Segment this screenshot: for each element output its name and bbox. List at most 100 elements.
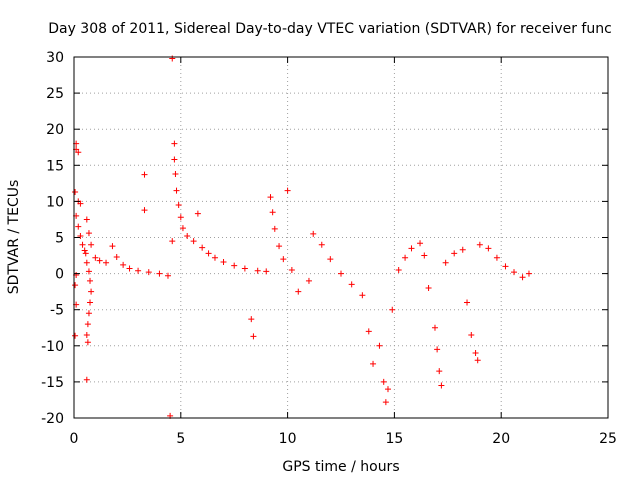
data-point — [280, 256, 287, 263]
data-point — [295, 288, 302, 295]
data-point — [113, 253, 120, 260]
data-point — [169, 238, 176, 245]
data-point — [485, 245, 492, 252]
data-point — [231, 262, 238, 269]
data-point — [384, 386, 391, 393]
x-tick-label: 15 — [385, 431, 403, 447]
data-point — [141, 171, 148, 178]
data-point — [92, 254, 99, 261]
data-point — [171, 140, 178, 147]
data-point — [395, 266, 402, 273]
data-point — [184, 233, 191, 240]
data-point — [370, 360, 377, 367]
data-point — [431, 324, 438, 331]
data-point — [199, 244, 206, 251]
data-point — [179, 225, 186, 232]
data-point — [72, 189, 79, 196]
data-point — [164, 272, 171, 279]
data-point — [254, 267, 261, 274]
data-point — [88, 241, 95, 248]
y-tick-label: 10 — [46, 194, 64, 210]
x-tick-label: 25 — [599, 431, 617, 447]
x-tick-label: 20 — [492, 431, 510, 447]
data-point — [250, 333, 257, 340]
data-point — [511, 269, 518, 276]
chart-title: Day 308 of 2011, Sidereal Day-to-day VTE… — [48, 21, 612, 37]
data-point — [173, 187, 180, 194]
data-point — [417, 240, 424, 247]
y-tick-label: 30 — [46, 50, 64, 66]
data-point — [141, 207, 148, 214]
data-point — [96, 257, 103, 264]
data-point — [126, 265, 133, 272]
data-point — [205, 250, 212, 257]
data-point — [87, 299, 94, 306]
data-point — [263, 268, 270, 275]
data-point — [171, 156, 178, 163]
data-point — [72, 332, 79, 339]
data-point — [190, 238, 197, 245]
data-point — [376, 342, 383, 349]
data-point — [425, 285, 432, 292]
data-point — [83, 331, 90, 338]
data-point — [87, 277, 94, 284]
data-point — [85, 268, 92, 275]
data-point — [288, 266, 295, 273]
axis-ticks — [73, 56, 609, 419]
data-point — [305, 277, 312, 284]
data-point — [194, 210, 201, 217]
data-point — [109, 243, 116, 250]
y-tick-label: 15 — [46, 158, 64, 174]
data-point — [241, 265, 248, 272]
data-point — [389, 306, 396, 313]
data-point — [175, 202, 182, 209]
x-tick-label: 10 — [279, 431, 297, 447]
data-point — [451, 250, 458, 257]
data-point — [77, 200, 84, 207]
data-point — [348, 281, 355, 288]
y-tick-label: -5 — [50, 303, 64, 319]
data-point — [172, 170, 179, 177]
data-point — [464, 299, 471, 306]
y-tick-label: 0 — [55, 267, 64, 283]
data-point — [284, 187, 291, 194]
data-point — [276, 243, 283, 250]
data-point — [472, 350, 479, 357]
data-point — [493, 254, 500, 261]
data-point — [83, 216, 90, 223]
data-point — [169, 55, 176, 62]
y-tick-labels: -20 -15 -10 -5 0 5 10 15 20 25 30 — [41, 50, 64, 427]
data-point — [436, 368, 443, 375]
y-tick-label: 20 — [46, 122, 64, 138]
data-point — [525, 270, 532, 277]
data-point — [145, 269, 152, 276]
data-point — [421, 252, 428, 259]
data-point — [459, 246, 466, 253]
y-tick-label: -15 — [41, 375, 64, 391]
data-point — [84, 339, 91, 346]
data-point — [82, 250, 89, 257]
data-point — [474, 357, 481, 364]
data-point — [103, 259, 110, 266]
data-point — [211, 254, 218, 261]
data-point — [380, 378, 387, 385]
x-axis-label: GPS time / hours — [282, 459, 399, 475]
y-axis-label: SDTVAR / TECUs — [6, 180, 22, 295]
data-point — [434, 346, 441, 353]
data-point — [438, 382, 445, 389]
x-tick-label: 0 — [70, 431, 79, 447]
data-point — [220, 259, 227, 266]
y-tick-label: 25 — [46, 86, 64, 102]
data-point — [75, 149, 82, 156]
data-point — [85, 310, 92, 317]
x-tick-label: 5 — [176, 431, 185, 447]
data-point — [88, 288, 95, 295]
data-point — [269, 209, 276, 216]
x-tick-labels: 0 5 10 15 20 25 — [70, 431, 617, 447]
data-point — [468, 331, 475, 338]
data-point — [84, 321, 91, 328]
data-point — [120, 261, 127, 268]
data-point — [408, 245, 415, 252]
data-point — [85, 230, 92, 237]
data-point — [382, 399, 389, 406]
